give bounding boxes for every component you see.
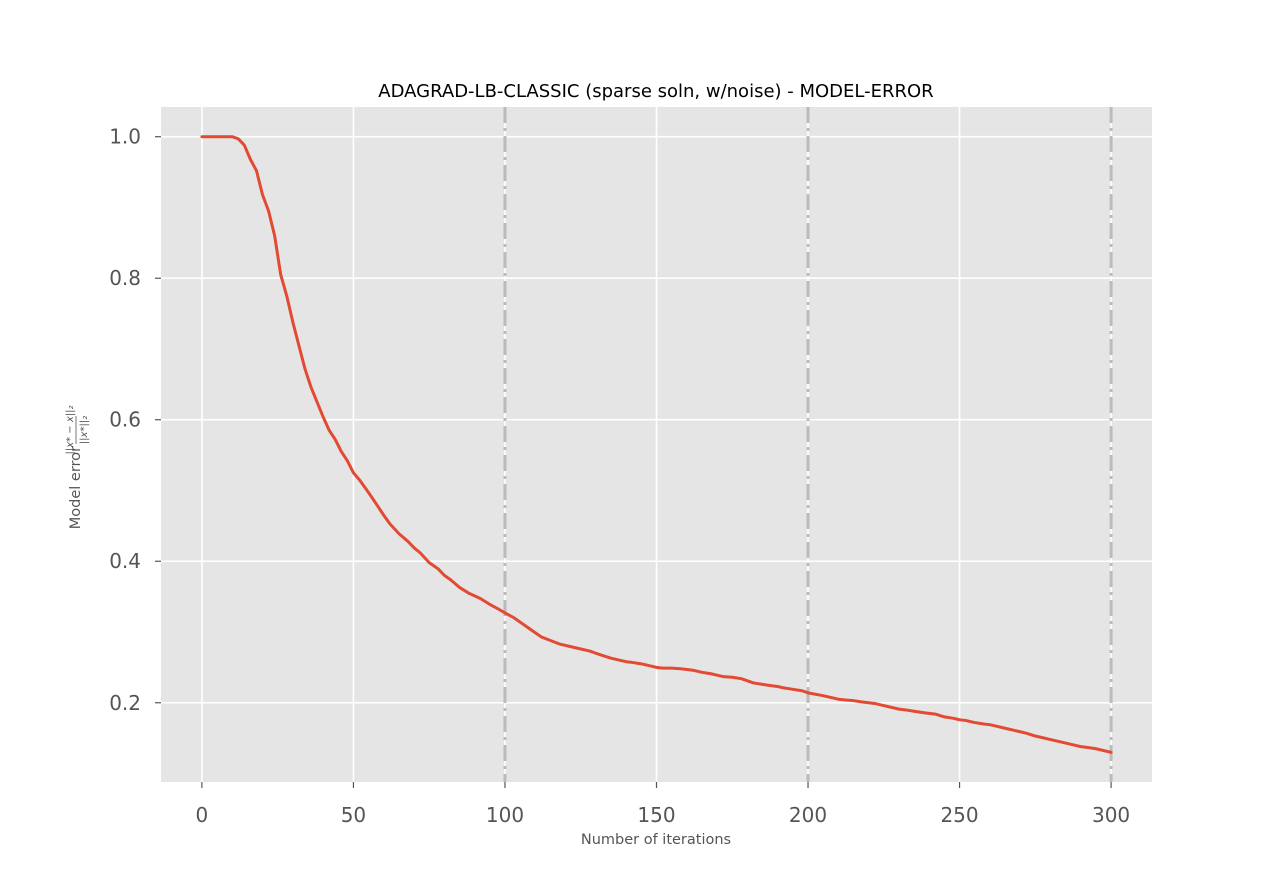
x-tick-label: 200	[789, 803, 827, 827]
y-tick-label: 0.8	[109, 266, 141, 290]
y-axis-label-text: Model error	[68, 446, 84, 529]
y-axis-label-numerator: ||x* − x||₂	[65, 405, 76, 454]
y-tick-label: 1.0	[109, 125, 141, 149]
model-error-line	[200, 135, 1113, 754]
y-tick-label: 0.4	[109, 549, 141, 573]
iteration-markers	[503, 107, 1113, 782]
x-tick-label: 250	[940, 803, 978, 827]
x-tick-label: 0	[196, 803, 209, 827]
series-layer	[200, 135, 1113, 754]
x-tick-label: 300	[1092, 803, 1130, 827]
x-axis-label: Number of iterations	[581, 832, 731, 848]
x-tick-label: 150	[637, 803, 675, 827]
y-tick-label: 0.6	[109, 408, 141, 432]
x-tick-label: 100	[486, 803, 524, 827]
chart-title: ADAGRAD-LB-CLASSIC (sparse soln, w/noise…	[378, 81, 933, 102]
grid-lines	[161, 107, 1152, 782]
axis-ticks: 0 50 100 150 200 250 300 0.2 0.4 0.6 0.8 1.0	[109, 125, 1130, 827]
y-axis-label-denominator: ||x*||₂	[79, 416, 90, 444]
x-tick-label: 50	[341, 803, 366, 827]
y-tick-label: 0.2	[109, 691, 141, 715]
y-axis-label: Model error ||x* − x||₂ ||x*||₂	[65, 405, 90, 529]
